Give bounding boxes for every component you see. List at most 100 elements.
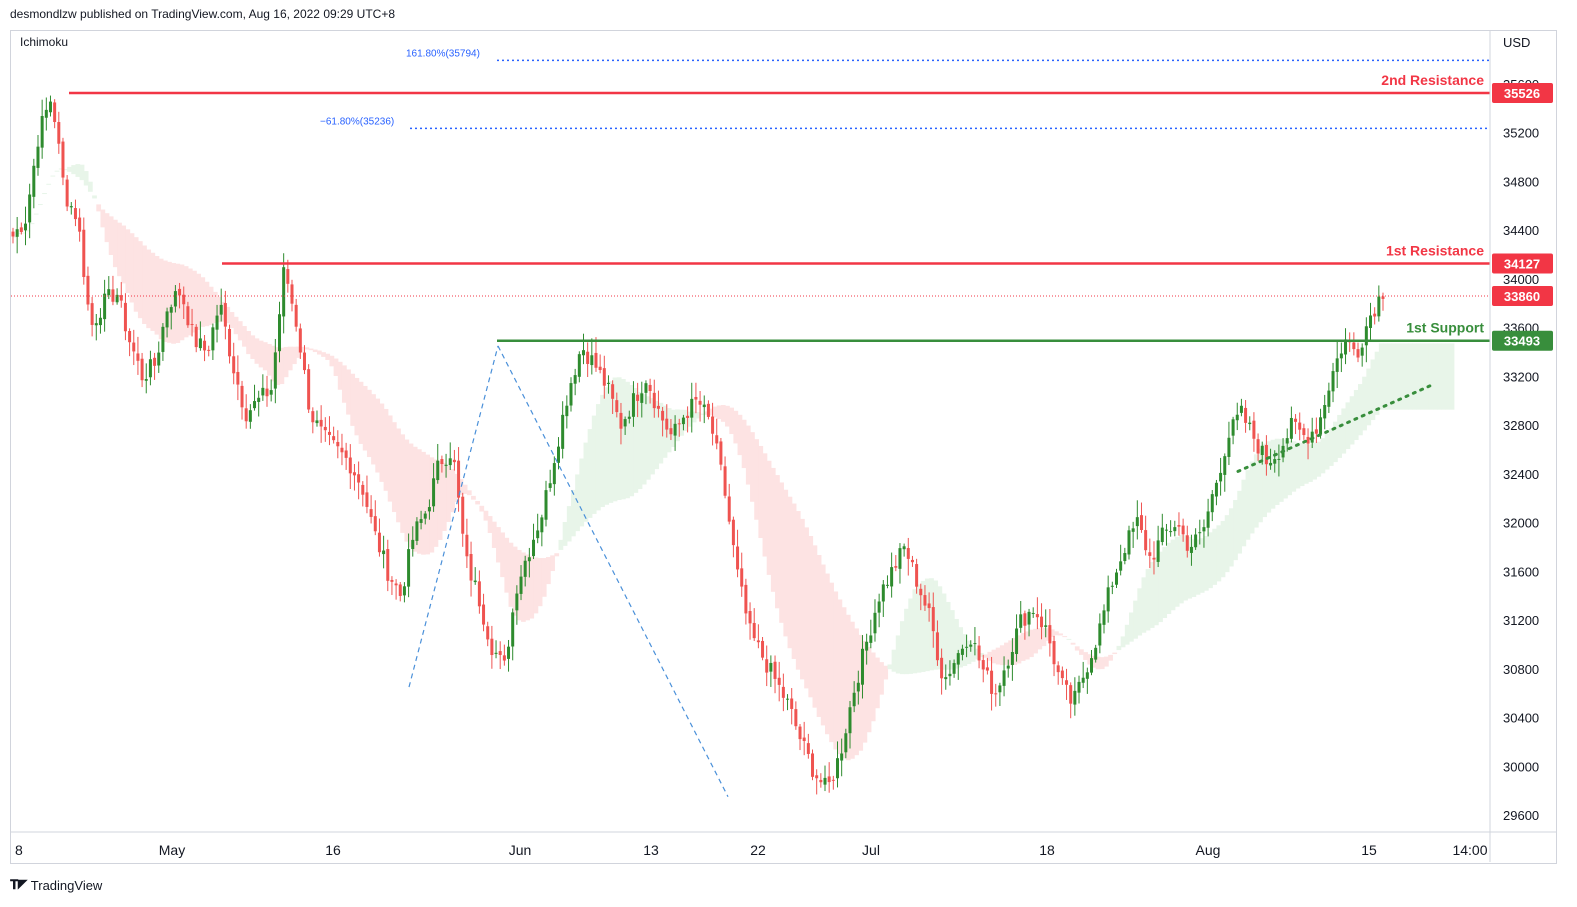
cloud-segment — [471, 495, 476, 500]
candle-body — [482, 604, 486, 625]
cloud-segment — [108, 216, 114, 255]
cloud-segment — [71, 165, 77, 175]
y-tick-label: 31200 — [1503, 613, 1539, 628]
candle-body — [344, 450, 348, 458]
candle-body — [1102, 610, 1106, 625]
cloud-segment — [604, 387, 610, 505]
candle-body — [1144, 530, 1148, 551]
cloud-segment — [121, 225, 127, 284]
candle-body — [1010, 651, 1014, 665]
cloud-segment — [179, 264, 185, 341]
candle-body — [307, 369, 311, 410]
cloud-segment — [446, 465, 451, 522]
x-tick-label: Aug — [1196, 842, 1221, 858]
x-axis: 8 May 16 Jun 13 22 Jul 18 Aug 15 14:00 — [11, 831, 1556, 858]
candle-body — [11, 231, 15, 237]
candle-body — [411, 539, 415, 550]
cloud-segment — [187, 268, 193, 336]
candle-body — [223, 303, 227, 327]
cloud-segment — [1420, 343, 1426, 410]
cloud-segment — [79, 164, 85, 181]
cloud-segment — [570, 489, 576, 537]
candle-body — [1094, 647, 1098, 660]
cloud-segment — [679, 409, 685, 436]
candle-body — [1344, 339, 1348, 355]
candle-body — [207, 349, 211, 351]
cloud-segment — [716, 405, 722, 420]
cloud-segment — [1274, 438, 1280, 505]
cloud-segment — [258, 340, 264, 368]
cloud-segment — [1178, 534, 1184, 604]
candle-body — [740, 568, 744, 587]
candle-body — [1131, 528, 1135, 532]
cloud-segment — [1324, 433, 1330, 470]
candle-body — [998, 685, 1002, 693]
candle-body — [752, 622, 756, 639]
cloud-segment — [300, 346, 306, 353]
cloud-segment — [1316, 441, 1322, 477]
candle-body — [182, 294, 186, 305]
zigzag-line[interactable] — [497, 345, 729, 797]
cloud-segment — [496, 527, 501, 563]
candle-body — [848, 707, 852, 734]
cloud-segment — [137, 241, 143, 319]
cloud-segment — [1145, 569, 1151, 631]
indicator-label[interactable]: Ichimoku — [20, 35, 69, 49]
cloud-segment — [58, 168, 64, 170]
cloud-segment — [271, 345, 276, 382]
cloud-segment — [849, 621, 855, 759]
candle-body — [269, 390, 273, 395]
cloud-segment — [712, 406, 718, 418]
candle-body — [357, 474, 361, 483]
cloud-segment — [242, 326, 247, 347]
candle-body — [332, 436, 336, 441]
zigzag-line[interactable] — [408, 345, 499, 688]
candle-body — [1139, 515, 1143, 530]
candle-body — [186, 306, 190, 326]
support-trendline[interactable] — [1236, 383, 1434, 473]
cloud-segment — [754, 439, 759, 520]
current-price-tag-text: 33860 — [1504, 289, 1540, 304]
footer-brand[interactable]: TradingView — [30, 877, 103, 893]
cloud-segment — [1249, 461, 1255, 534]
cloud-segment — [704, 411, 710, 415]
candle-body — [990, 670, 994, 694]
candle-body — [915, 564, 919, 587]
cloud-segment — [891, 649, 897, 672]
support-label: 1st Support — [1406, 320, 1484, 336]
x-tick-label: 18 — [1039, 842, 1055, 858]
currency-label[interactable]: USD — [1503, 35, 1531, 50]
candle-body — [860, 648, 864, 685]
cloud-segment — [104, 213, 110, 243]
cloud-segment — [1358, 384, 1363, 436]
candle-body — [128, 331, 132, 343]
y-tick-label: 31600 — [1503, 564, 1539, 579]
cloud-segment — [920, 580, 926, 672]
candle-body — [111, 289, 115, 302]
cloud-segment — [608, 381, 614, 503]
candle-body — [631, 393, 635, 417]
cloud-segment — [525, 554, 530, 621]
cloud-segment — [683, 409, 689, 431]
candle-body — [777, 677, 781, 685]
candle-body — [1352, 342, 1356, 350]
candle-body — [835, 758, 839, 779]
candle-body — [132, 342, 136, 352]
cloud-segment — [175, 263, 181, 344]
candle-body — [523, 560, 527, 577]
candle-body — [769, 662, 773, 672]
candle-body — [1085, 672, 1089, 679]
candle-body — [723, 466, 727, 496]
candle-body — [569, 383, 573, 406]
candle-body — [1260, 445, 1264, 456]
candle-body — [53, 102, 57, 123]
cloud-segment — [862, 640, 868, 743]
candle-body — [1044, 625, 1048, 627]
candle-body — [1031, 612, 1035, 614]
candle-body — [232, 356, 236, 374]
candle-body — [965, 646, 969, 648]
cloud-segment — [1278, 438, 1284, 502]
cloud-segment — [737, 414, 743, 456]
candle-body — [1306, 436, 1310, 444]
